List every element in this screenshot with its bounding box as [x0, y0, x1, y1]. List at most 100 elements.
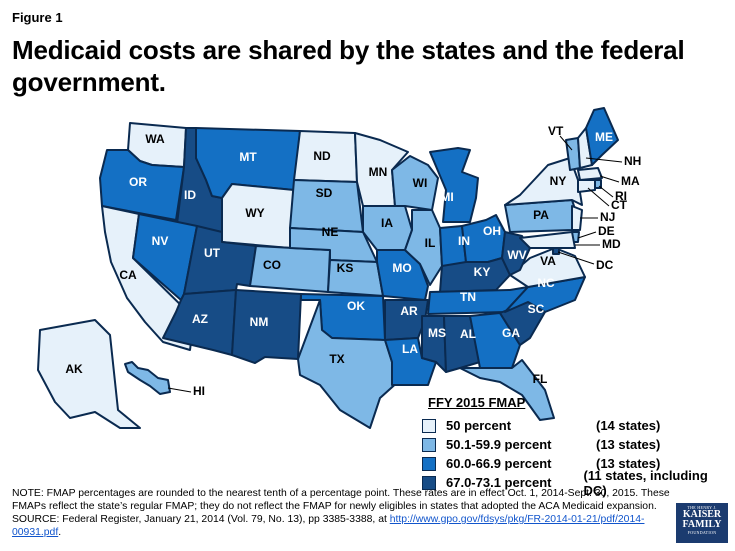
- state-al: [443, 315, 481, 373]
- legend-item-tier4: 67.0-73.1 percent (11 states, including …: [422, 468, 722, 498]
- state-label-mn: MN: [369, 165, 388, 179]
- leader-line-vt: [559, 135, 573, 151]
- state-label-nd: ND: [313, 149, 331, 163]
- state-label-wi: WI: [413, 176, 428, 190]
- leader-line-dc: [557, 251, 595, 265]
- state-ma: [577, 167, 603, 181]
- figure-label: Figure 1: [12, 10, 63, 25]
- legend-swatch-tier4: [422, 475, 436, 490]
- state-label-oh: OH: [483, 224, 501, 238]
- state-label-ky: KY: [474, 265, 491, 279]
- state-dc: [552, 247, 560, 255]
- chart-title: Medicaid costs are shared by the states …: [12, 35, 685, 97]
- legend-title: FFY 2015 FMAP: [428, 395, 526, 410]
- state-label-de: DE: [598, 224, 615, 238]
- leader-line-ma: [599, 175, 620, 183]
- state-label-co: CO: [263, 258, 281, 272]
- leader-line-de: [577, 231, 597, 239]
- state-label-il: IL: [425, 236, 436, 250]
- state-label-in: IN: [458, 234, 470, 248]
- state-label-mt: MT: [239, 150, 257, 164]
- legend-swatch-tier1: [422, 418, 436, 433]
- legend-swatch-tier3: [422, 456, 436, 471]
- leader-line-hi: [167, 387, 192, 393]
- state-label-sc: SC: [528, 302, 545, 316]
- state-label-ok: OK: [347, 299, 365, 313]
- source-text: SOURCE: Federal Register, January 21, 20…: [12, 514, 390, 525]
- state-label-hi: HI: [193, 384, 205, 398]
- state-label-va: VA: [540, 254, 556, 268]
- state-label-id: ID: [184, 188, 196, 202]
- state-label-ri: RI: [615, 189, 627, 203]
- legend-swatch-tier2: [422, 437, 436, 452]
- state-label-sd: SD: [316, 186, 333, 200]
- state-label-pa: PA: [533, 208, 549, 222]
- state-label-ut: UT: [204, 246, 221, 260]
- state-hi: [124, 361, 171, 395]
- state-label-wa: WA: [145, 132, 165, 146]
- logo-line-3: FAMILY: [682, 519, 722, 530]
- state-co: [249, 245, 331, 293]
- state-ak: [37, 319, 141, 429]
- state-label-ca: CA: [119, 268, 137, 282]
- state-label-vt: VT: [548, 124, 564, 138]
- state-label-nc: NC: [537, 276, 555, 290]
- state-label-md: MD: [602, 237, 621, 251]
- state-label-ak: AK: [65, 362, 83, 376]
- state-label-ny: NY: [550, 174, 567, 188]
- state-label-ia: IA: [381, 216, 393, 230]
- source-link[interactable]: http://www.gpo.gov/fdsys/pkg/FR-2014-01-…: [12, 514, 645, 538]
- legend-count: (11 states, including DC): [583, 467, 708, 498]
- state-ct: [577, 179, 596, 193]
- state-fl: [459, 359, 555, 421]
- state-label-wy: WY: [245, 206, 264, 220]
- state-label-az: AZ: [192, 312, 208, 326]
- legend-item-tier1: 50 percent (14 states): [422, 416, 722, 435]
- state-label-al: AL: [460, 327, 476, 341]
- state-me: [585, 107, 619, 166]
- legend-range: 67.0-73.1 percent: [446, 475, 552, 490]
- leader-line-ct: [587, 187, 610, 207]
- legend-item-tier3: 60.0-66.9 percent (13 states): [422, 454, 722, 473]
- state-label-mi: MI: [440, 190, 453, 204]
- legend-range: 50 percent: [446, 418, 512, 433]
- state-va: [509, 247, 586, 288]
- state-label-ks: KS: [337, 261, 354, 275]
- kff-logo: THE HENRY J. KAISER FAMILY FOUNDATION: [676, 503, 728, 543]
- state-label-tn: TN: [460, 290, 476, 304]
- state-label-nv: NV: [152, 234, 169, 248]
- state-label-dc: DC: [596, 258, 614, 272]
- state-la: [384, 337, 437, 386]
- note-text: NOTE: FMAP percentages are rounded to th…: [12, 488, 670, 512]
- state-label-nm: NM: [250, 315, 269, 329]
- state-label-wv: WV: [507, 248, 526, 262]
- logo-line-4: FOUNDATION: [687, 530, 717, 535]
- state-label-nj: NJ: [600, 210, 615, 224]
- leader-line-ri: [598, 185, 614, 198]
- leader-line-nh: [585, 157, 623, 163]
- source-suffix: .: [58, 527, 62, 538]
- footnote: NOTE: FMAP percentages are rounded to th…: [12, 487, 680, 539]
- legend: FFY 2015 FMAP 50 percent (14 states) 50.…: [422, 395, 722, 498]
- state-md: [519, 231, 576, 249]
- us-map: WA OR CA ID NV MT WY UT AZ CO NM ND SD NE KS OK TX MN IA MO…: [37, 107, 641, 429]
- state-nj: [571, 205, 583, 231]
- state-label-ar: AR: [400, 304, 418, 318]
- legend-count: (13 states): [596, 437, 661, 452]
- state-label-nh: NH: [624, 154, 641, 168]
- state-label-ga: GA: [502, 326, 520, 340]
- state-wi: [391, 155, 439, 211]
- state-label-ms: MS: [428, 326, 446, 340]
- legend-count: (13 states): [596, 456, 661, 471]
- state-label-me: ME: [595, 130, 613, 144]
- state-il: [404, 209, 443, 286]
- logo-line-1: THE HENRY J.: [687, 505, 717, 510]
- legend-range: 50.1-59.9 percent: [446, 437, 552, 452]
- logo-line-2: KAISER: [682, 509, 722, 520]
- legend-range: 60.0-66.9 percent: [446, 456, 552, 471]
- state-label-mo: MO: [392, 261, 411, 275]
- state-label-ct: CT: [611, 198, 628, 212]
- state-tx: [297, 299, 401, 429]
- legend-count: (14 states): [596, 418, 661, 433]
- legend-item-tier2: 50.1-59.9 percent (13 states): [422, 435, 722, 454]
